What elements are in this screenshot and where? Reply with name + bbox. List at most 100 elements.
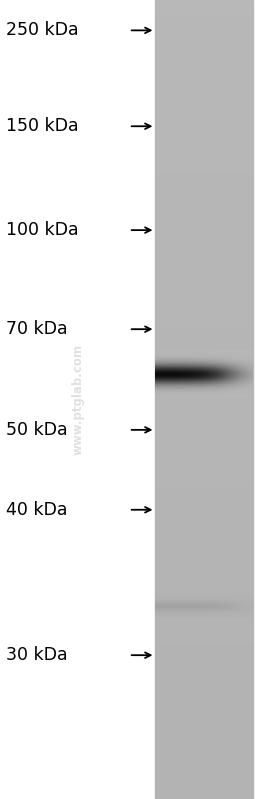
Bar [155,296,253,298]
Bar [155,392,253,394]
Bar [155,485,253,487]
Bar [155,418,253,421]
Bar [155,437,253,439]
Bar [155,112,253,114]
Bar [155,320,253,322]
Bar [155,583,253,586]
Bar [155,106,253,109]
Bar [155,655,253,658]
Bar [155,530,253,533]
Bar [155,559,253,562]
Bar [155,621,253,623]
Bar [155,98,253,101]
Bar [155,469,253,471]
Bar [155,96,253,98]
Bar [155,498,253,501]
Bar [155,463,253,466]
Bar [155,554,253,557]
Bar [155,234,253,237]
Bar [155,690,253,693]
Bar [155,639,253,642]
Bar [155,157,253,160]
Bar [155,777,253,781]
Bar [155,290,253,293]
Bar [155,26,253,30]
Bar [155,426,253,429]
Bar [155,301,253,304]
Bar [155,506,253,509]
Bar [155,248,253,250]
Bar [155,789,253,791]
Bar [155,791,253,793]
Bar [155,773,253,775]
Bar [155,346,253,349]
Bar [155,647,253,650]
Bar [155,669,253,671]
Bar [155,360,253,362]
Bar [155,562,253,565]
Bar [155,429,253,431]
Bar [155,288,253,290]
Bar [155,232,253,234]
Bar [155,618,253,621]
Bar [155,336,253,338]
Bar [155,493,253,495]
Bar [155,714,253,717]
Bar [155,479,253,482]
Bar [155,509,253,511]
Bar [155,368,253,370]
Bar [155,719,253,721]
Bar [155,626,253,629]
Bar [155,797,253,799]
Bar [155,85,253,88]
Bar [155,743,253,745]
Bar [155,549,253,551]
Bar [155,785,253,789]
Bar [155,42,253,46]
Bar [155,282,253,285]
Bar [155,439,253,442]
Bar [155,727,253,729]
Bar [155,30,253,32]
Bar [155,322,253,325]
Bar [155,466,253,469]
Bar [155,253,253,256]
Bar [155,304,253,306]
Bar [155,213,253,216]
Bar [155,365,253,368]
Bar [155,149,253,152]
Bar [155,8,253,10]
Bar [155,645,253,647]
Bar [155,165,253,168]
Bar [155,663,253,666]
Bar [155,677,253,679]
Bar [155,64,253,66]
Bar [155,370,253,373]
Bar [155,511,253,514]
Bar [155,389,253,392]
Bar [155,445,253,447]
Bar [155,62,253,64]
Bar [155,607,253,610]
Bar [155,22,253,24]
Bar [155,125,253,128]
Bar [155,152,253,154]
Bar [155,261,253,264]
Bar [155,741,253,743]
Bar [155,258,253,261]
Bar [155,306,253,309]
Bar [155,538,253,541]
Bar [155,285,253,288]
Bar [155,93,253,96]
Bar [155,0,253,2]
Bar [155,737,253,741]
Bar [155,557,253,559]
Bar [155,240,253,242]
Bar [155,453,253,455]
Bar [155,706,253,709]
Bar [155,400,253,402]
Bar [155,2,253,6]
Bar [155,237,253,240]
Bar [155,272,253,274]
Bar [155,551,253,554]
